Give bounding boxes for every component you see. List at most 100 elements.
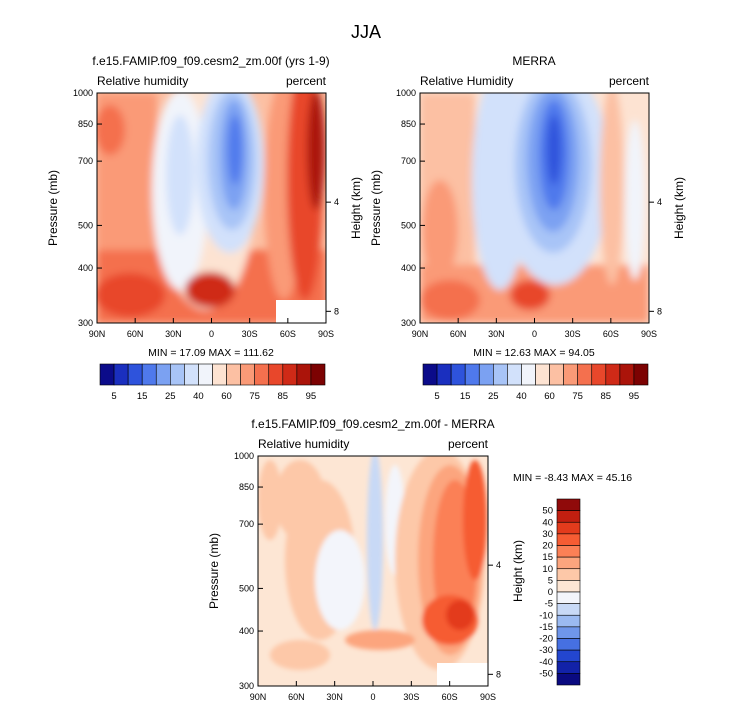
y-tick-label: 400: [401, 263, 416, 273]
y-axis-label: Pressure (mb): [369, 170, 383, 246]
colorbar-swatch: [556, 638, 581, 651]
colorbar-swatch: [113, 363, 129, 386]
x-tick-label: 60S: [442, 692, 458, 702]
colorbar-label: 95: [629, 391, 640, 402]
colorbar-label: -40: [539, 657, 553, 668]
colorbar-swatch: [591, 363, 607, 386]
colorbar-swatch: [170, 363, 185, 386]
x-tick-label: 30S: [403, 692, 419, 702]
colorbar-swatch: [563, 363, 578, 386]
colorbar-swatch: [141, 363, 157, 386]
colorbar-swatch: [556, 626, 581, 639]
y-axis-ticks: 300 400 500 700 850 1000: [234, 451, 263, 691]
colorbar-swatch: [478, 363, 494, 386]
colorbar-label: 15: [460, 391, 471, 402]
x-tick-label: 60N: [450, 329, 467, 339]
x-tick-label: 60S: [280, 329, 296, 339]
y2-tick-label: 4: [496, 560, 501, 570]
x-tick-label: 60N: [127, 329, 144, 339]
colorbar-label: -10: [539, 610, 553, 621]
colorbar-label: -50: [539, 668, 553, 679]
y-tick-label: 400: [239, 626, 254, 636]
colorbar-label: 20: [542, 541, 553, 552]
colorbar-swatch: [254, 363, 270, 386]
colorbar-swatch: [521, 363, 536, 386]
y-axis-ticks: 300 400 500 700 850 1000: [73, 88, 102, 328]
y-tick-label: 700: [401, 156, 416, 166]
colorbar-swatch: [556, 673, 581, 686]
colorbar-label: 5: [111, 391, 116, 402]
panel-difference: f.e15.FAMIP.f09_f09.cesm2_zm.00f - MERRA…: [207, 417, 632, 702]
y2-tick-label: 8: [334, 306, 339, 316]
colorbar-swatch: [556, 649, 581, 663]
x-tick-label: 90S: [480, 692, 496, 702]
colorbar-label: -15: [539, 622, 553, 633]
colorbar-swatch: [556, 614, 581, 628]
colorbar: 5 15 25 40 60 75 85 95: [422, 363, 649, 402]
colorbar-swatch: [577, 363, 593, 386]
units-label: percent: [448, 437, 489, 451]
x-tick-label: 0: [532, 329, 537, 339]
colorbar-swatch: [549, 363, 564, 386]
colorbar-swatch: [556, 545, 581, 558]
panel-merra: MERRA Relative Humidity percent P: [369, 54, 686, 402]
stats-label: MIN = 17.09 MAX = 111.62: [148, 347, 274, 359]
colorbar-swatch: [493, 363, 508, 386]
colorbar-label: 50: [542, 506, 553, 517]
colorbar-swatch: [422, 363, 438, 386]
y2-tick-label: 4: [334, 197, 339, 207]
colorbar-label: 5: [548, 575, 553, 586]
colorbar-swatch: [127, 363, 143, 386]
colorbar-swatch: [212, 363, 227, 386]
colorbar-label: -30: [539, 645, 553, 656]
y-tick-label: 700: [78, 156, 93, 166]
colorbar-swatch: [464, 363, 480, 386]
colorbar-swatch: [556, 661, 581, 674]
y-tick-label: 300: [239, 681, 254, 691]
colorbar-swatch: [507, 363, 522, 386]
colorbar-label: 25: [488, 391, 499, 402]
y-tick-label: 1000: [396, 88, 416, 98]
colorbar-label: 75: [249, 391, 260, 402]
contour-field: [97, 93, 326, 323]
colorbar-swatch: [240, 363, 255, 386]
colorbar-label: 95: [306, 391, 317, 402]
x-tick-label: 30S: [565, 329, 581, 339]
stats-label: MIN = 12.63 MAX = 94.05: [473, 347, 595, 359]
x-tick-label: 90N: [250, 692, 267, 702]
colorbar-swatch: [450, 363, 466, 386]
colorbar-label: 85: [278, 391, 289, 402]
colorbar-label: 60: [221, 391, 232, 402]
colorbar-label: 10: [542, 564, 553, 575]
colorbar-swatch: [633, 363, 649, 386]
colorbar-swatch: [556, 568, 581, 581]
colorbar-label: 15: [137, 391, 148, 402]
panel-title: f.e15.FAMIP.f09_f09.cesm2_zm.00f (yrs 1-…: [92, 54, 329, 68]
colorbar-label: 85: [601, 391, 612, 402]
x-tick-label: 30S: [242, 329, 258, 339]
colorbar-swatch: [155, 363, 171, 386]
y-tick-label: 400: [78, 263, 93, 273]
x-tick-label: 90N: [89, 329, 106, 339]
colorbar-swatch: [184, 363, 199, 386]
colorbar: 5 15 25 40 60 75 85 95: [99, 363, 326, 402]
x-tick-label: 30N: [326, 692, 343, 702]
page-title: JJA: [351, 22, 381, 42]
y-tick-label: 300: [78, 318, 93, 328]
colorbar-label: 75: [572, 391, 583, 402]
y2-axis-ticks: 84: [326, 197, 339, 316]
panel-model: f.e15.FAMIP.f09_f09.cesm2_zm.00f (yrs 1-…: [46, 54, 363, 402]
x-axis-ticks: 90N 60N 30N 0 30S 60S 90S: [250, 681, 496, 702]
colorbar-label: 40: [516, 391, 527, 402]
x-tick-label: 0: [209, 329, 214, 339]
x-tick-label: 90S: [641, 329, 657, 339]
colorbar-swatch: [268, 363, 284, 386]
panel-title: MERRA: [512, 54, 555, 68]
y-tick-label: 500: [401, 220, 416, 230]
y2-tick-label: 8: [496, 669, 501, 679]
colorbar-swatch: [605, 363, 621, 386]
colorbar-swatch: [556, 521, 581, 535]
colorbar-label: -5: [545, 599, 553, 610]
